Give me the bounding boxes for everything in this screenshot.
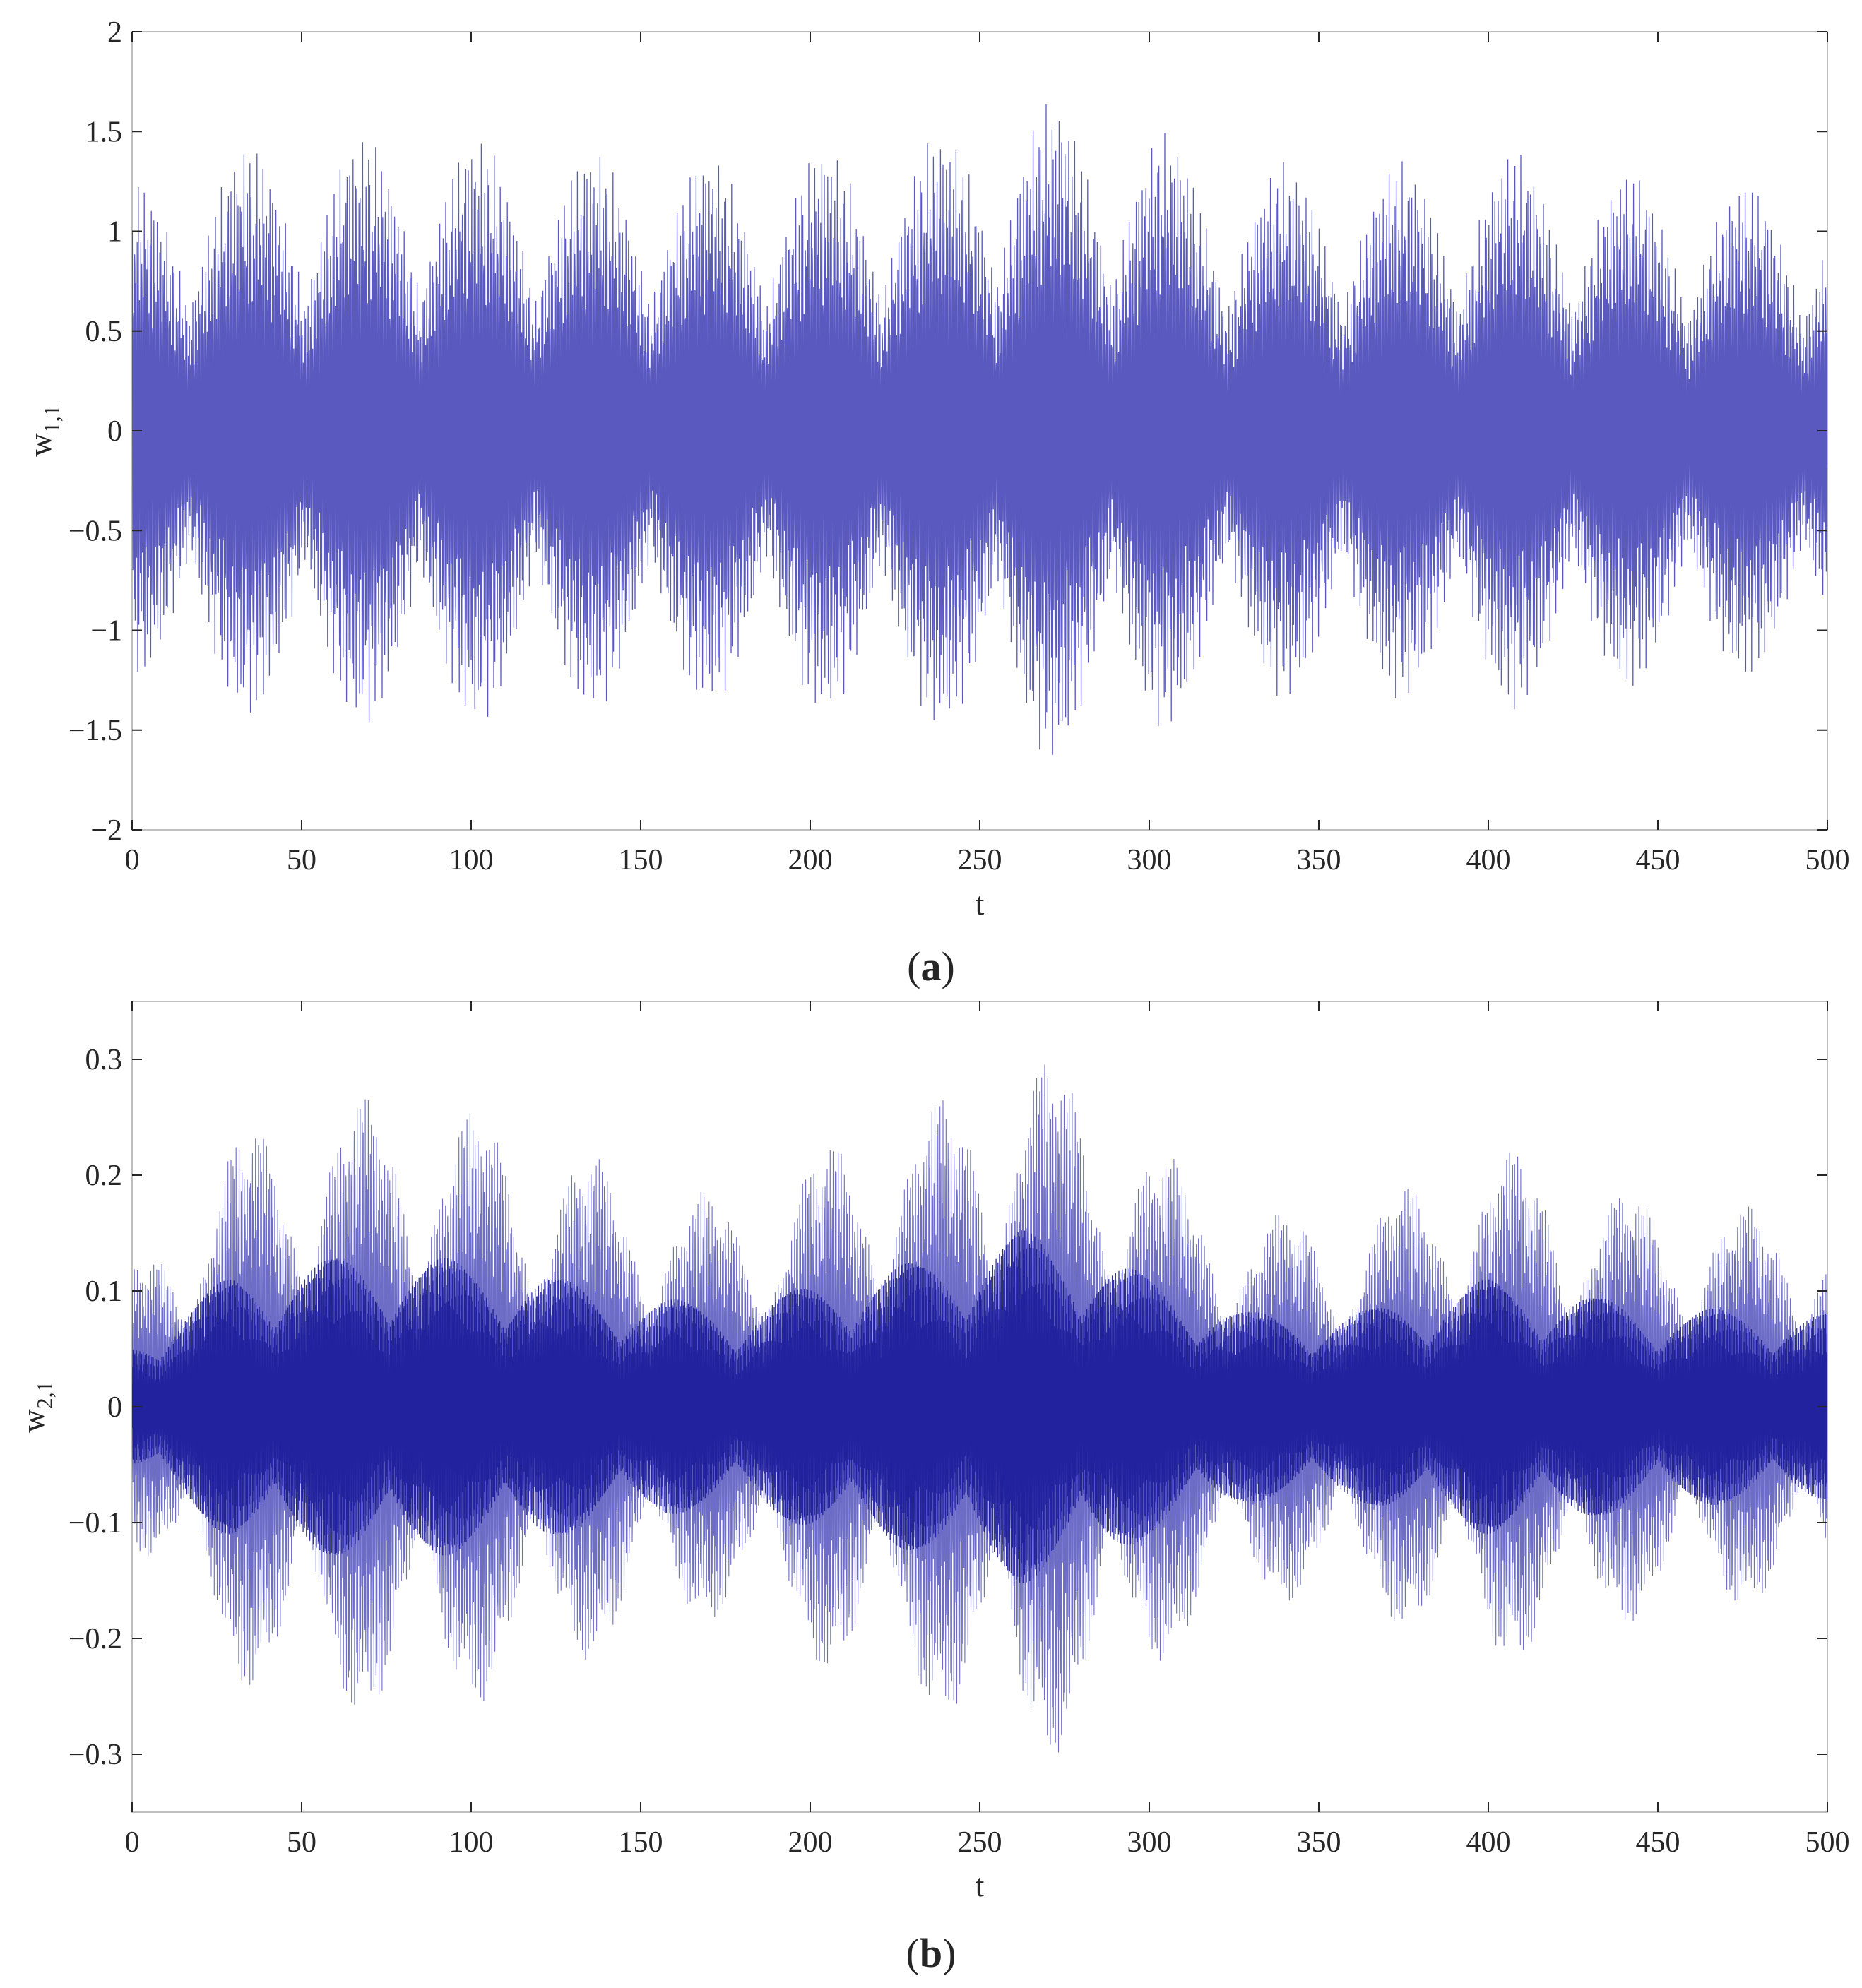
x-tick-label: 150 (619, 844, 663, 876)
x-tick-label: 500 (1805, 844, 1850, 876)
x-tick-label: 50 (287, 844, 316, 876)
x-tick-label: 500 (1805, 1826, 1850, 1859)
panel-a: 0 50 100 150 200 250 300 350 400 450 500 −2−1.5−1−… (22, 16, 1850, 989)
y-tick-label: −0.3 (69, 1739, 122, 1771)
y-axis-label-base-b: w (15, 1409, 51, 1433)
panel-b: 0 50 100 150 200 250 300 350 400 450 500 −0.3−0.2−… (15, 1001, 1850, 1976)
panel-label-a: (a) (907, 944, 955, 989)
x-tick-label: 400 (1466, 1826, 1511, 1859)
panel-letter-a: a (921, 944, 942, 989)
x-tick-label: 350 (1297, 844, 1341, 876)
y-axis-label-a: w1,1 (22, 405, 64, 456)
y-tick-label: 0 (107, 415, 122, 448)
y-tick-label: −0.5 (69, 515, 122, 547)
y-axis-label-sub-a: 1,1 (39, 405, 64, 433)
y-tick-label: 0.3 (85, 1044, 123, 1076)
x-tick-label: 300 (1127, 1826, 1172, 1859)
y-tick-label: 0 (107, 1391, 122, 1424)
y-tick-label: −1 (90, 615, 122, 648)
x-tick-label: 250 (958, 844, 1002, 876)
x-axis-a: 0 50 100 150 200 250 300 350 400 450 500 (125, 32, 1850, 876)
x-axis-label-a: t (976, 886, 985, 922)
y-tick-label: 1 (107, 216, 122, 249)
y-tick-label: 0.1 (85, 1275, 123, 1308)
series-w21 (132, 1064, 1827, 1753)
x-tick-label: 350 (1297, 1826, 1341, 1859)
y-tick-label: −2 (90, 814, 122, 847)
x-tick-label: 300 (1127, 844, 1172, 876)
panel-letter-b: b (920, 1930, 942, 1976)
x-axis-label-b: t (976, 1867, 985, 1903)
y-axis-a: −2 −1.5 −1 −0.5 0 0.5 1 1.5 2 (69, 16, 1827, 847)
x-tick-label: 400 (1466, 844, 1511, 876)
x-tick-label: 100 (449, 844, 494, 876)
x-tick-label: 450 (1636, 844, 1680, 876)
series-line-core (132, 1230, 1827, 1583)
x-tick-label: 200 (788, 844, 833, 876)
x-axis-b: 0 50 100 150 200 250 300 350 400 450 500 (125, 1001, 1850, 1859)
x-tick-label: 50 (287, 1826, 316, 1859)
x-tick-label: 150 (619, 1826, 663, 1859)
x-tick-label: 200 (788, 1826, 833, 1859)
x-tick-label: 100 (449, 1826, 494, 1859)
x-tick-label: 250 (958, 1826, 1002, 1859)
y-tick-label: 2 (107, 16, 122, 49)
y-axis-label-sub-b: 2,1 (32, 1381, 57, 1409)
series-w11 (132, 104, 1827, 755)
y-tick-label: −0.2 (69, 1623, 122, 1655)
x-tick-label: 0 (125, 844, 140, 876)
panel-label-b: (b) (906, 1930, 956, 1976)
y-tick-label: −0.1 (69, 1507, 122, 1540)
y-axis-label-b: w2,1 (15, 1381, 57, 1432)
x-tick-label: 0 (125, 1826, 140, 1859)
y-tick-label: 0.5 (85, 316, 123, 348)
series-line (132, 104, 1827, 755)
y-tick-label: −1.5 (69, 715, 122, 747)
y-tick-label: 0.2 (85, 1160, 123, 1192)
y-axis-label-base-a: w (22, 433, 58, 457)
y-tick-label: 1.5 (85, 116, 123, 148)
x-tick-label: 450 (1636, 1826, 1680, 1859)
y-axis-b: −0.3 −0.2 −0.1 0 0.1 0.2 0.3 (69, 1044, 1827, 1771)
